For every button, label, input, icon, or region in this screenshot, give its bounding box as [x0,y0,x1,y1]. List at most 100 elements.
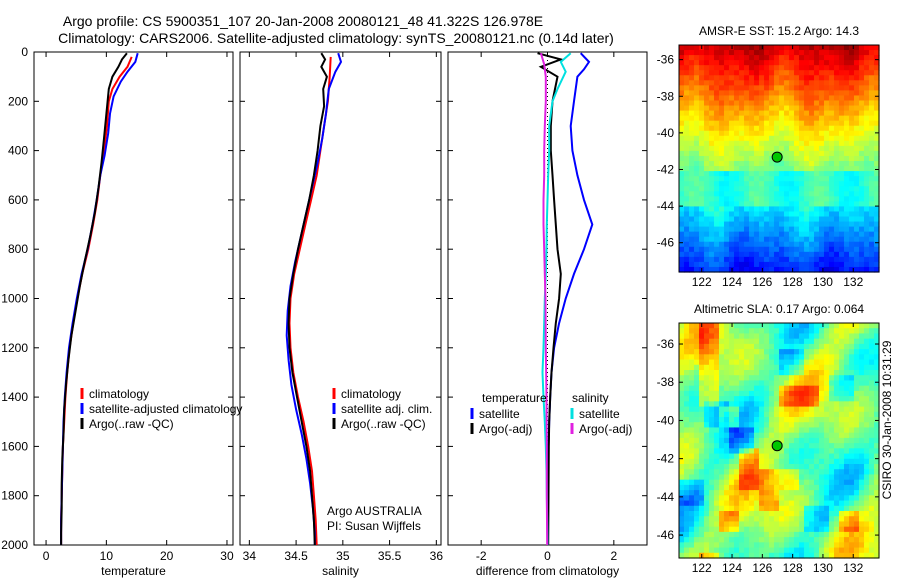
map-cell [829,422,835,429]
map-cell [819,495,825,502]
series-line-2 [537,52,565,546]
map-cell [839,55,845,61]
map-cell [874,186,880,192]
map-cell [779,140,785,147]
map-cell [799,511,805,517]
map-cell [789,390,795,397]
map-cell [854,135,860,142]
map-cell [769,256,775,263]
map-cell [684,516,690,523]
map-cell [699,516,705,523]
map-cell [799,221,805,228]
map-cell [859,186,865,192]
map-cell [699,105,705,112]
map-cell [734,55,740,61]
map-cell [849,125,855,132]
map-cell [799,105,805,112]
map-cell [759,211,765,218]
map-cell [744,495,750,502]
map-cell [714,552,720,559]
map-cell [804,256,810,263]
map-cell [689,338,695,345]
map-cell [764,191,770,197]
map-cell [704,45,710,51]
map-cell [704,176,710,182]
map-cell [694,145,700,152]
annotation-text: PI: Susan Wijffels [327,519,421,533]
map-cell [719,221,725,228]
map-cell [679,70,685,76]
map-cell [684,256,690,263]
map-cell [834,150,840,157]
map-cell [684,531,690,538]
map-cell [714,474,720,481]
map-cell [814,130,820,137]
map-cell [859,65,865,71]
map-cell [849,256,855,263]
map-cell [799,176,805,182]
map-cell [824,469,830,476]
map-cell [854,120,860,127]
map-cell [809,55,815,61]
map-cell [764,161,770,167]
y-tick-label: -36 [657,337,675,351]
map-cell [789,547,795,554]
map-cell [749,417,755,423]
map-cell [699,443,705,449]
map-cell [804,343,810,350]
map-cell [774,181,780,187]
map-cell [759,130,765,137]
map-cell [844,221,850,228]
map-cell [699,537,705,543]
map-cell [754,521,760,528]
map-cell [839,411,845,418]
x-tick-label: 0 [43,549,50,563]
map-cell [869,521,875,528]
map-cell [874,226,880,233]
map-cell [824,216,830,223]
map-cell [689,196,695,202]
map-cell [859,396,865,402]
map-cell [824,95,830,102]
map-cell [709,110,715,117]
map-cell [734,50,740,56]
map-cell [864,380,870,387]
map-cell [864,110,870,117]
map-cell [749,145,755,152]
map-cell [799,323,805,329]
map-cell [699,236,705,243]
map-cell [709,256,715,263]
map-cell [744,547,750,554]
map-cell [744,181,750,187]
map-cell [834,155,840,162]
map-cell [864,511,870,517]
map-cell [764,370,770,376]
map-cell [759,231,765,238]
map-cell [859,500,865,507]
map-cell [794,50,800,56]
map-cell [709,166,715,172]
map-cell [799,196,805,202]
map-cell [809,110,815,117]
map-cell [754,531,760,538]
map-cell [749,464,755,470]
map-cell [779,396,785,402]
map-cell [689,495,695,502]
map-cell [849,422,855,429]
map-cell [689,181,695,187]
map-cell [834,115,840,122]
map-cell [794,196,800,202]
map-cell [699,191,705,197]
map-cell [744,80,750,86]
map-cell [829,100,835,107]
map-cell [724,375,730,382]
map-cell [839,495,845,502]
map-cell [754,364,760,371]
map-cell [679,453,685,460]
map-cell [824,516,830,523]
map-cell [764,323,770,329]
map-cell [734,65,740,71]
map-cell [699,70,705,76]
map-cell [719,115,725,122]
map-cell [789,166,795,172]
